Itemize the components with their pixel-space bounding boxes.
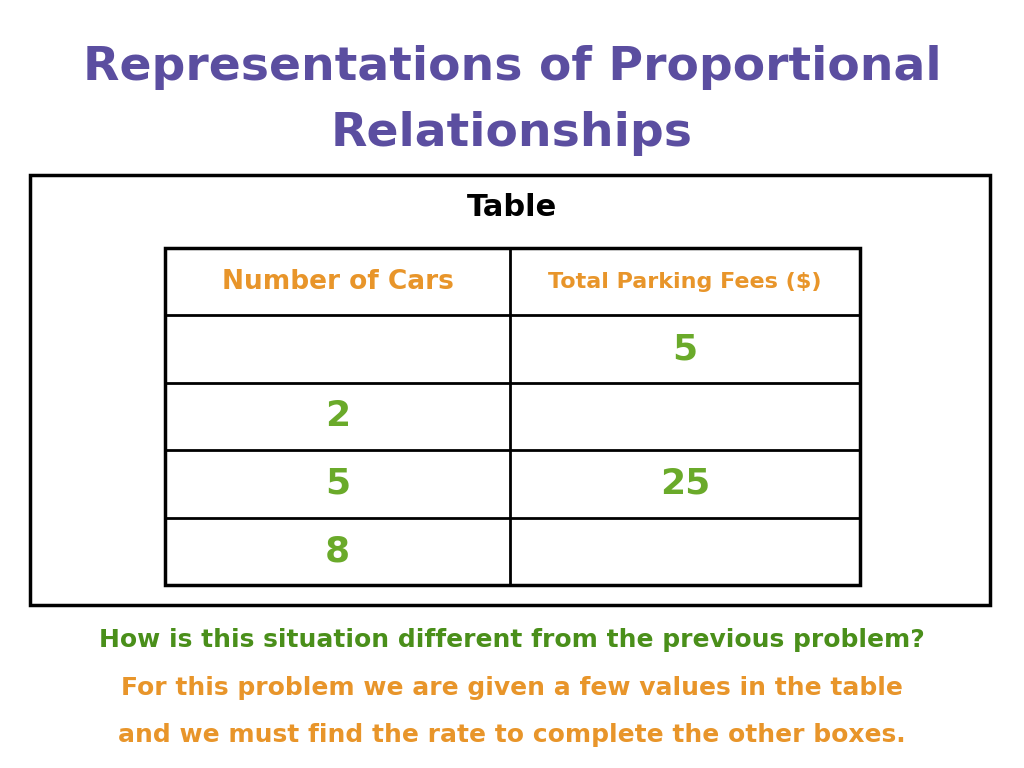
Text: 25: 25: [659, 467, 710, 501]
Text: 5: 5: [673, 332, 697, 366]
Bar: [165, 248, 860, 585]
Text: 2: 2: [325, 399, 350, 433]
Text: Table: Table: [467, 194, 557, 223]
Text: How is this situation different from the previous problem?: How is this situation different from the…: [99, 628, 925, 652]
Text: 8: 8: [325, 535, 350, 568]
Text: 5: 5: [325, 467, 350, 501]
Text: Relationships: Relationships: [331, 111, 693, 155]
Bar: [30, 175, 990, 605]
Text: For this problem we are given a few values in the table: For this problem we are given a few valu…: [121, 676, 903, 700]
Text: Representations of Proportional: Representations of Proportional: [83, 45, 941, 91]
Text: Total Parking Fees ($): Total Parking Fees ($): [548, 272, 821, 292]
Text: Number of Cars: Number of Cars: [221, 269, 454, 295]
Text: and we must find the rate to complete the other boxes.: and we must find the rate to complete th…: [118, 723, 906, 747]
